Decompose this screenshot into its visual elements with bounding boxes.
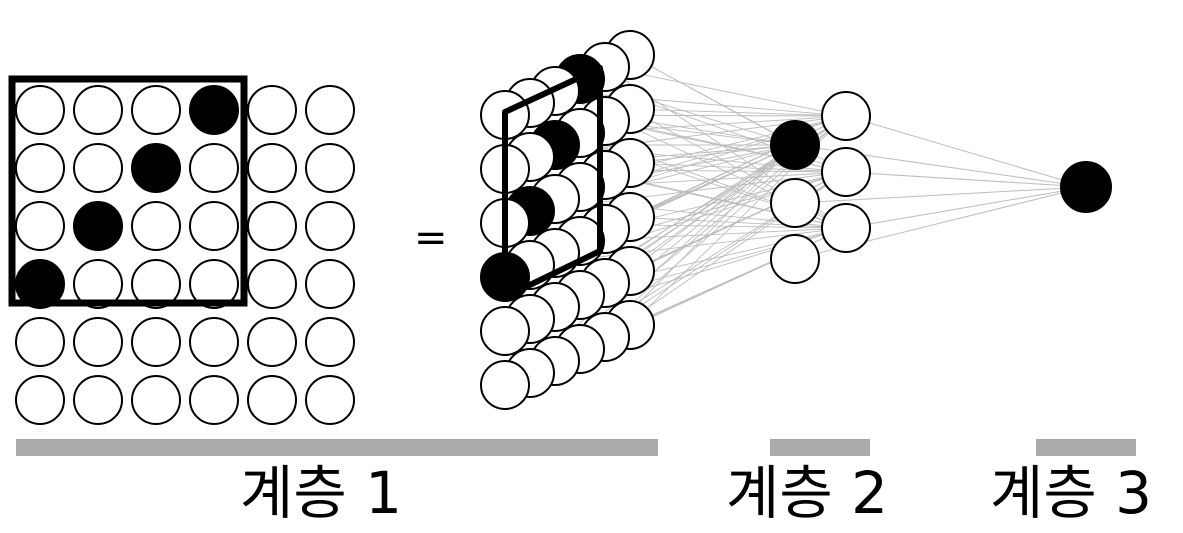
stack-node bbox=[480, 360, 530, 410]
layer3-node bbox=[1060, 161, 1112, 213]
edge bbox=[504, 114, 847, 117]
layer2-node bbox=[770, 120, 820, 170]
grid-node bbox=[73, 375, 123, 425]
edge bbox=[845, 171, 1087, 188]
edge bbox=[629, 144, 796, 164]
layer2-nodes bbox=[770, 91, 871, 284]
grid-node bbox=[131, 375, 181, 425]
grid-node bbox=[305, 259, 355, 309]
grid-node bbox=[131, 85, 181, 135]
grid-node bbox=[189, 143, 239, 193]
layer1-label: 계층 1 bbox=[240, 459, 403, 527]
input-grid bbox=[8, 75, 355, 425]
grid-node bbox=[131, 317, 181, 367]
grid-node bbox=[73, 143, 123, 193]
layer2-node bbox=[770, 234, 820, 284]
receptive-field-window bbox=[8, 75, 248, 307]
layer1-flattened-stack bbox=[480, 30, 655, 410]
grid-node bbox=[189, 317, 239, 367]
grid-node bbox=[305, 143, 355, 193]
grid-node bbox=[15, 143, 65, 193]
grid-node bbox=[15, 375, 65, 425]
grid-node bbox=[305, 317, 355, 367]
layer3-label: 계층 3 bbox=[990, 459, 1153, 527]
layer2-node bbox=[821, 91, 871, 141]
layer2-node bbox=[770, 178, 820, 228]
grid-node bbox=[131, 259, 181, 309]
grid-node bbox=[73, 317, 123, 367]
equals-sign: = bbox=[414, 215, 448, 261]
grid-node bbox=[189, 375, 239, 425]
grid-node bbox=[247, 259, 297, 309]
grid-node bbox=[247, 85, 297, 135]
grid-node bbox=[15, 259, 65, 309]
stack-window bbox=[502, 65, 603, 300]
layer2-label: 계층 2 bbox=[726, 459, 889, 527]
edge bbox=[629, 144, 796, 272]
edge bbox=[554, 90, 847, 117]
layer3-bar bbox=[1036, 439, 1136, 456]
grid-node bbox=[305, 85, 355, 135]
grid-node bbox=[247, 143, 297, 193]
grid-node bbox=[73, 259, 123, 309]
edge bbox=[845, 115, 1087, 188]
grid-node bbox=[131, 201, 181, 251]
edge bbox=[629, 108, 847, 117]
edge bbox=[629, 54, 796, 146]
grid-node bbox=[189, 259, 239, 309]
layer2-bar bbox=[770, 439, 870, 456]
layer1-bar bbox=[16, 439, 658, 456]
edge bbox=[604, 66, 847, 117]
grid-node bbox=[73, 85, 123, 135]
grid-node bbox=[305, 375, 355, 425]
grid-node bbox=[247, 375, 297, 425]
grid-node bbox=[73, 201, 123, 251]
grid-node bbox=[305, 201, 355, 251]
grid-node bbox=[247, 201, 297, 251]
edge bbox=[794, 186, 1087, 204]
layer-bars bbox=[16, 439, 1136, 456]
grid-node bbox=[189, 85, 239, 135]
edge bbox=[845, 186, 1087, 229]
grid-node bbox=[189, 201, 239, 251]
grid-node bbox=[247, 317, 297, 367]
layer2-node bbox=[821, 203, 871, 253]
grid-node bbox=[15, 201, 65, 251]
grid-node bbox=[15, 85, 65, 135]
edge bbox=[629, 162, 847, 173]
layer2-node bbox=[821, 147, 871, 197]
grid-node bbox=[131, 143, 181, 193]
layer3-nodes bbox=[1060, 161, 1112, 213]
stack-node bbox=[480, 306, 530, 356]
grid-node bbox=[15, 317, 65, 367]
